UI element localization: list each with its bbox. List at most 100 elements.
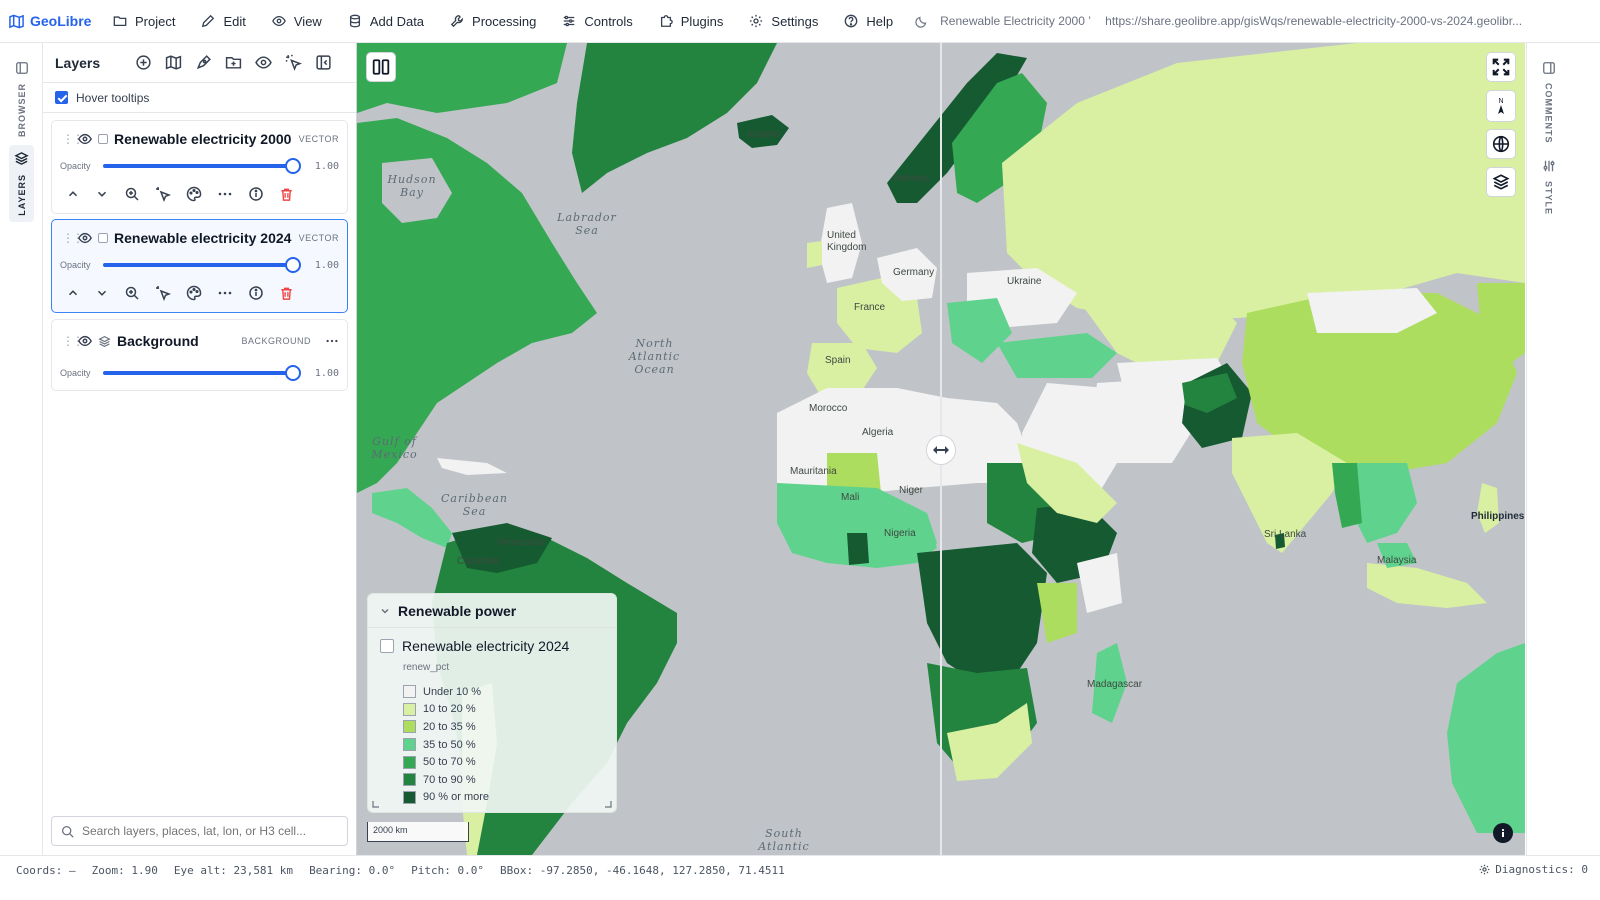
- more-icon[interactable]: [217, 285, 233, 301]
- pointer-icon[interactable]: [285, 54, 302, 71]
- slider-knob[interactable]: [284, 158, 301, 174]
- opacity-slider[interactable]: [103, 365, 301, 381]
- more-icon[interactable]: [217, 186, 233, 202]
- add-layer-icon[interactable]: [135, 54, 152, 71]
- country-label: Colombia: [457, 556, 500, 567]
- menu-view[interactable]: View: [259, 0, 335, 43]
- browser-tab[interactable]: BROWSER: [9, 55, 34, 143]
- scale-bar: 2000 km: [367, 822, 469, 842]
- layer-select-checkbox[interactable]: [98, 233, 108, 243]
- menu-settings[interactable]: Settings: [736, 0, 831, 43]
- arabia-shape: [1017, 443, 1117, 523]
- folder-add-icon[interactable]: [225, 54, 242, 71]
- menu-project[interactable]: Project: [100, 0, 188, 43]
- info-icon[interactable]: [248, 186, 264, 202]
- layers-tab[interactable]: LAYERS: [9, 145, 34, 222]
- layer-search[interactable]: [51, 816, 348, 846]
- collapse-panel-icon[interactable]: [315, 54, 332, 71]
- identify-icon[interactable]: [155, 285, 171, 301]
- document-title: Renewable Electricity 2000 ’: [940, 14, 1091, 28]
- layers-panel: Layers Hover tooltips ⋮⋮ Renewable elect…: [43, 43, 357, 872]
- info-icon[interactable]: [248, 285, 264, 301]
- eye-icon[interactable]: [255, 54, 272, 71]
- drag-handle-icon[interactable]: ⋮⋮: [62, 132, 84, 146]
- move-up-icon[interactable]: [66, 187, 80, 201]
- opacity-value: 1.00: [314, 367, 339, 379]
- drag-handle-icon[interactable]: ⋮⋮: [62, 231, 84, 245]
- resize-corner-icon[interactable]: [604, 800, 612, 808]
- hover-tooltips-toggle[interactable]: Hover tooltips: [43, 83, 356, 113]
- layer-card-background[interactable]: ⋮⋮ Background BACKGROUND Opacity 1.00: [51, 319, 348, 391]
- menu-edit[interactable]: Edit: [188, 0, 258, 43]
- slider-knob[interactable]: [284, 365, 301, 381]
- menu-help-label: Help: [866, 13, 894, 29]
- visibility-eye-icon[interactable]: [78, 334, 92, 348]
- move-up-icon[interactable]: [66, 286, 80, 300]
- menu-controls[interactable]: Controls: [549, 0, 645, 43]
- legend-item: 35 to 50 %: [403, 736, 616, 754]
- layer-search-input[interactable]: [82, 824, 338, 838]
- theme-toggle[interactable]: [906, 15, 936, 28]
- layers-toolbar: [135, 54, 332, 71]
- hover-tooltips-checkbox[interactable]: [55, 91, 68, 104]
- visibility-eye-icon[interactable]: [78, 231, 92, 245]
- country-label: Sri Lanka: [1264, 529, 1307, 540]
- more-icon[interactable]: [325, 334, 339, 348]
- fullscreen-button[interactable]: [1486, 52, 1516, 82]
- drag-handle-icon[interactable]: ⋮⋮: [62, 334, 84, 348]
- legend-header[interactable]: Renewable power: [368, 594, 616, 628]
- menu-add-data[interactable]: Add Data: [335, 0, 437, 43]
- delete-icon[interactable]: [279, 286, 294, 301]
- style-tab[interactable]: STYLE: [1536, 153, 1561, 221]
- compass-button[interactable]: N: [1486, 90, 1516, 122]
- sliders-icon: [1543, 160, 1554, 172]
- country-label: Morocco: [809, 403, 848, 414]
- identify-icon[interactable]: [155, 186, 171, 202]
- legend-item-label: Under 10 %: [423, 685, 482, 698]
- comments-tab[interactable]: COMMENTS: [1536, 55, 1561, 150]
- attribution-button[interactable]: [1493, 823, 1513, 843]
- resize-corner-icon[interactable]: [372, 800, 380, 808]
- draw-icon[interactable]: [195, 54, 212, 71]
- share-url[interactable]: https://share.geolibre.app/gisWqs/renewa…: [1105, 14, 1523, 28]
- menu-bar: GeoLibre Project Edit View Add Data Proc…: [0, 0, 1600, 43]
- globe-button[interactable]: [1486, 129, 1516, 159]
- move-down-icon[interactable]: [95, 286, 109, 300]
- menu-plugins[interactable]: Plugins: [646, 0, 737, 43]
- layer-card-renewable-2024[interactable]: ⋮⋮ Renewable electricity 2024 VECTOR Opa…: [51, 219, 348, 313]
- move-down-icon[interactable]: [95, 187, 109, 201]
- status-coords: Coords: —: [16, 863, 76, 877]
- legend-layer-checkbox[interactable]: [380, 639, 394, 653]
- style-palette-icon[interactable]: [186, 285, 202, 301]
- layer-select-checkbox[interactable]: [98, 134, 108, 144]
- country-label: Ukraine: [1007, 276, 1042, 287]
- zoom-to-layer-icon[interactable]: [124, 285, 140, 301]
- opacity-slider[interactable]: [103, 158, 301, 174]
- opacity-slider[interactable]: [103, 257, 301, 273]
- kenya-shape: [1077, 553, 1122, 613]
- style-palette-icon[interactable]: [186, 186, 202, 202]
- map-icon[interactable]: [165, 54, 182, 71]
- visibility-eye-icon[interactable]: [78, 132, 92, 146]
- layer-actions: [52, 274, 347, 312]
- ocean-label-text: North Atlantic Ocean: [628, 337, 681, 376]
- basemap-layers-button[interactable]: [1486, 167, 1516, 197]
- chevron-down-icon[interactable]: [380, 606, 390, 616]
- layer-card-renewable-2000[interactable]: ⋮⋮ Renewable electricity 2000 VECTOR Opa…: [51, 120, 348, 214]
- status-zoom: Zoom: 1.90: [91, 863, 158, 877]
- split-view-button[interactable]: [366, 52, 396, 82]
- map-canvas[interactable]: Hudson Bay Labrador Sea North Atlantic O…: [357, 43, 1525, 855]
- country-label: Spain: [825, 355, 851, 366]
- map-legend: Renewable power Renewable electricity 20…: [367, 593, 617, 813]
- swipe-handle[interactable]: [926, 435, 956, 465]
- delete-icon[interactable]: [279, 187, 294, 202]
- slider-knob[interactable]: [284, 257, 301, 273]
- ocean-label-text: Gulf of Mexico: [371, 435, 418, 461]
- menu-processing[interactable]: Processing: [437, 0, 549, 43]
- app-brand[interactable]: GeoLibre: [0, 13, 100, 29]
- moon-icon: [914, 16, 926, 28]
- menu-help[interactable]: Help: [831, 0, 906, 43]
- diagnostics-button[interactable]: Diagnostics: 0: [1479, 863, 1588, 876]
- zoom-to-layer-icon[interactable]: [124, 186, 140, 202]
- legend-layer-row[interactable]: Renewable electricity 2024: [368, 628, 616, 654]
